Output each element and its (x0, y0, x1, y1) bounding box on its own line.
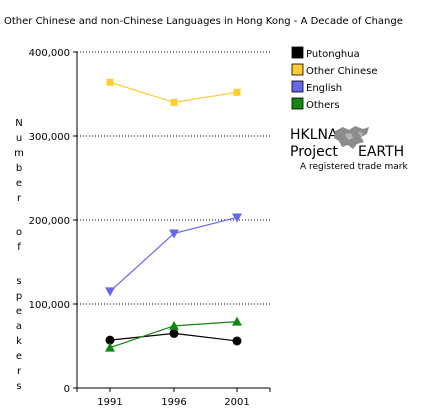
y-axis-label-char: b (16, 163, 22, 174)
legend-label-english: English (306, 83, 342, 94)
x-tick-label: 1991 (97, 397, 122, 408)
data-point-other-chinese (106, 78, 114, 86)
y-tick-label: 400,000 (29, 48, 70, 59)
y-axis-label-char: r (17, 193, 22, 204)
legend: Putonghua Other Chinese English Others (291, 46, 378, 111)
y-axis-label-char: k (16, 336, 22, 347)
y-axis-label-char: N (15, 118, 22, 129)
legend-label-other-chinese: Other Chinese (306, 66, 378, 77)
legend-label-putonghua: Putonghua (306, 49, 360, 60)
data-point-others (232, 316, 242, 326)
y-axis-label-char: o (16, 227, 22, 238)
legend-swatch-other-chinese (291, 63, 304, 76)
y-axis-label-char: e (16, 178, 22, 189)
legend-swatch-english (291, 80, 304, 93)
series-lines (109, 81, 238, 349)
y-axis-label-char: a (16, 321, 22, 332)
x-tick-label: 2001 (224, 397, 249, 408)
legend-swatch-others (291, 97, 304, 110)
y-tick-label: 0 (64, 384, 70, 395)
y-axis-label-char: r (17, 366, 22, 377)
data-point-english (232, 213, 242, 223)
y-axis-label-char: s (16, 381, 21, 392)
y-ticks: 0 100,000 200,000 300,000 400,000 (29, 48, 77, 395)
y-axis-label-char: m (14, 148, 24, 159)
watermark-line3: A registered trade mark (300, 162, 408, 172)
x-ticks: 1991 1996 2001 (76, 388, 271, 408)
y-axis-label-char: u (16, 133, 22, 144)
data-point-other-chinese (170, 98, 178, 106)
earth-logo-icon (334, 126, 369, 149)
watermark-line1: HKLNA (290, 127, 338, 143)
legend-swatch-putonghua (291, 46, 304, 59)
data-point-other-chinese (233, 88, 241, 96)
y-tick-label: 100,000 (29, 300, 70, 311)
data-point-english (105, 287, 115, 297)
y-tick-label: 200,000 (29, 216, 70, 227)
data-point-putonghua (232, 336, 242, 346)
data-point-putonghua (169, 328, 179, 338)
series-markers (105, 78, 242, 352)
y-axis-label-char: e (16, 306, 22, 317)
y-axis-label-char: p (16, 291, 22, 302)
y-tick-label: 300,000 (29, 132, 70, 143)
y-axis-label-char: f (17, 242, 21, 253)
chart-title: Other Chinese and non-Chinese Languages … (4, 16, 403, 27)
data-point-others (169, 320, 179, 330)
watermark-line2-left: Project (290, 144, 338, 160)
watermark: HKLNA Project EARTH A registered trade m… (290, 126, 408, 172)
grid (77, 51, 270, 305)
data-point-others (105, 342, 115, 352)
data-point-putonghua (105, 335, 115, 345)
watermark-line2-right: EARTH (358, 144, 404, 160)
legend-label-others: Others (306, 100, 340, 111)
data-point-english (169, 229, 179, 239)
series-line-english (109, 216, 238, 292)
y-axis-label-char: s (16, 276, 21, 287)
x-tick-label: 1996 (161, 397, 186, 408)
y-axis-label-char: e (16, 351, 22, 362)
